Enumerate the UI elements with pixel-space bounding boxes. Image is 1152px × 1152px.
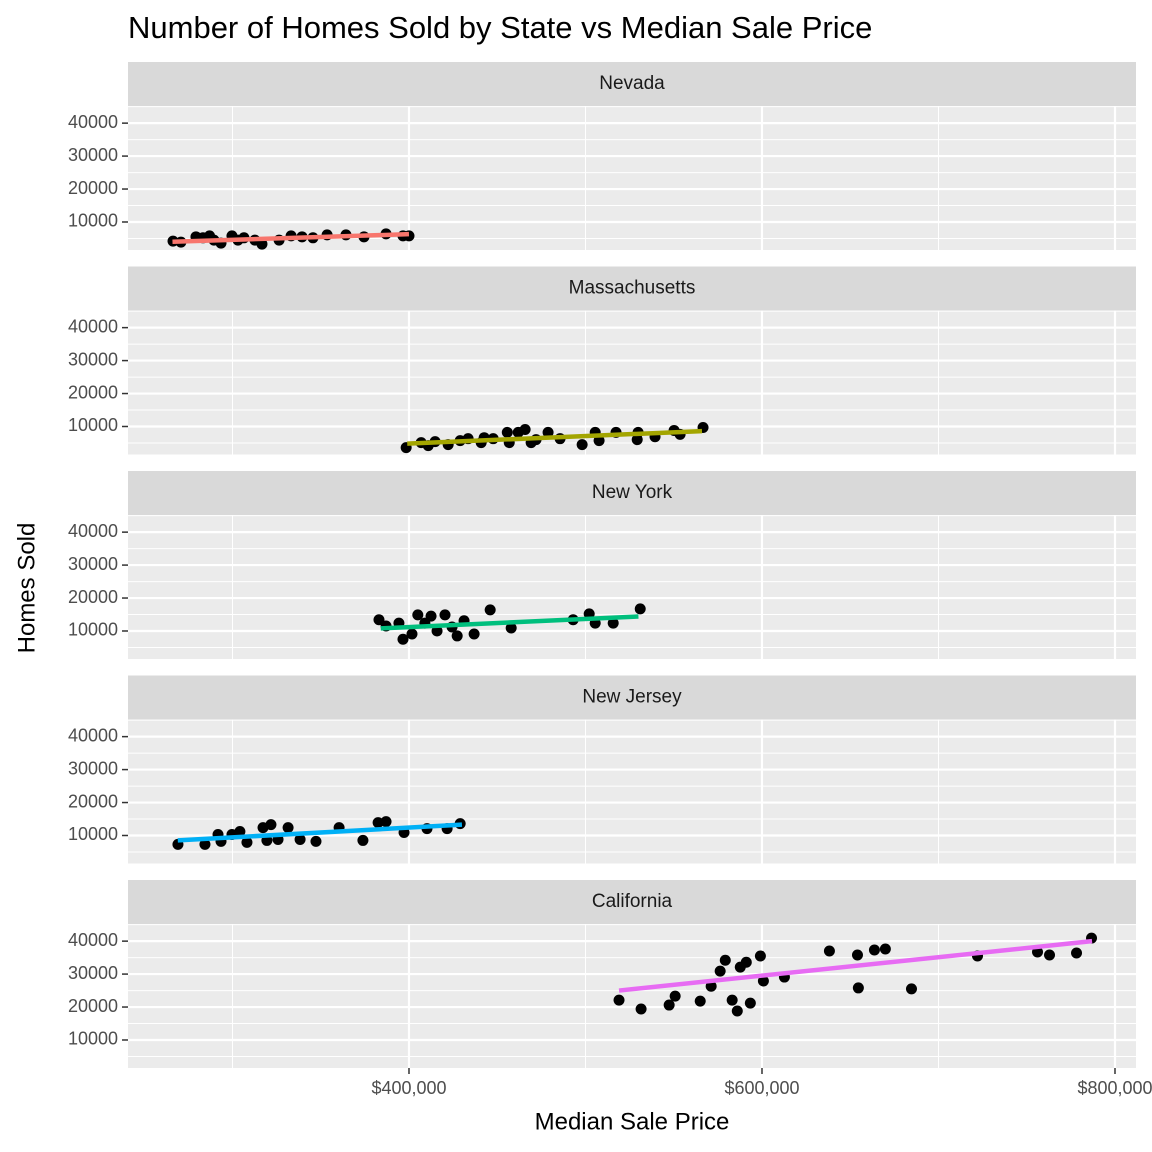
point	[265, 819, 277, 831]
panel	[128, 515, 1136, 659]
y-tick-label: 30000	[68, 758, 118, 778]
point	[726, 994, 738, 1006]
y-tick-label: 10000	[68, 211, 118, 231]
point	[373, 614, 385, 626]
point	[576, 439, 588, 451]
point	[634, 603, 646, 615]
point	[757, 975, 769, 987]
panel	[128, 924, 1136, 1068]
point	[705, 980, 717, 992]
point	[425, 610, 437, 622]
y-tick-label: 40000	[68, 112, 118, 132]
chart-title: Number of Homes Sold by State vs Median …	[128, 10, 872, 45]
point	[505, 622, 517, 634]
point	[519, 423, 531, 435]
point	[1071, 947, 1083, 959]
point	[868, 944, 880, 956]
point	[852, 982, 864, 994]
y-tick-label: 20000	[68, 996, 118, 1016]
y-tick-label: 30000	[68, 963, 118, 983]
trend-line	[618, 938, 1093, 993]
y-tick-label: 40000	[68, 930, 118, 950]
point	[357, 834, 369, 846]
x-tick-label: $800,000	[1077, 1078, 1152, 1098]
point	[501, 426, 513, 438]
strip-label: Massachusetts	[569, 278, 696, 299]
point	[199, 838, 211, 850]
y-axis-label: Homes Sold	[13, 523, 40, 654]
strip	[128, 471, 1136, 515]
point	[542, 426, 554, 438]
point	[607, 617, 619, 629]
y-tick-label: 40000	[68, 725, 118, 745]
x-axis-label: Median Sale Price	[535, 1108, 730, 1135]
point	[406, 628, 418, 640]
point	[310, 835, 322, 847]
point	[256, 238, 268, 250]
y-tick-label: 10000	[68, 1029, 118, 1049]
point	[851, 949, 863, 961]
panel	[128, 310, 1136, 455]
trend-line	[172, 231, 410, 245]
y-tick-label: 20000	[68, 178, 118, 198]
point	[663, 999, 675, 1011]
trend-line	[380, 614, 639, 631]
strip	[128, 266, 1136, 311]
point	[879, 943, 891, 955]
y-tick-label: 30000	[68, 145, 118, 165]
point	[714, 965, 726, 977]
point	[380, 816, 392, 828]
strip-label: California	[592, 891, 673, 912]
point	[241, 836, 253, 848]
strip	[128, 62, 1136, 106]
panel	[128, 106, 1136, 250]
point	[635, 1003, 647, 1015]
point	[694, 995, 706, 1007]
strip-label: New Jersey	[582, 687, 682, 708]
point	[1044, 949, 1056, 961]
strip	[128, 880, 1136, 924]
point	[669, 990, 681, 1002]
y-tick-label: 30000	[68, 554, 118, 574]
point	[593, 435, 605, 447]
y-tick-label: 20000	[68, 587, 118, 607]
point	[740, 956, 752, 968]
point	[431, 625, 443, 637]
y-tick-label: 10000	[68, 824, 118, 844]
y-tick-label: 10000	[68, 620, 118, 640]
point	[754, 950, 766, 962]
point	[451, 630, 463, 642]
point	[731, 1005, 743, 1017]
y-tick-label: 40000	[68, 521, 118, 541]
point	[719, 954, 731, 966]
point	[905, 983, 917, 995]
strip	[128, 675, 1136, 720]
y-tick-label: 30000	[68, 349, 118, 369]
point	[484, 604, 496, 616]
x-tick-label: $400,000	[371, 1078, 446, 1098]
point	[282, 822, 294, 834]
y-tick-label: 40000	[68, 316, 118, 336]
point	[468, 628, 480, 640]
point	[823, 945, 835, 957]
y-tick-label: 20000	[68, 791, 118, 811]
point	[234, 826, 246, 838]
point	[613, 994, 625, 1006]
trend-line	[407, 428, 703, 446]
point	[744, 997, 756, 1009]
point	[397, 633, 409, 645]
strip-label: New York	[592, 482, 673, 503]
y-tick-label: 20000	[68, 382, 118, 402]
point	[631, 434, 643, 446]
point	[412, 609, 424, 621]
x-tick-label: $600,000	[724, 1078, 799, 1098]
trend-line	[177, 822, 463, 843]
point	[294, 833, 306, 845]
strip-label: Nevada	[599, 73, 665, 94]
point	[439, 609, 451, 621]
y-tick-label: 10000	[68, 415, 118, 435]
